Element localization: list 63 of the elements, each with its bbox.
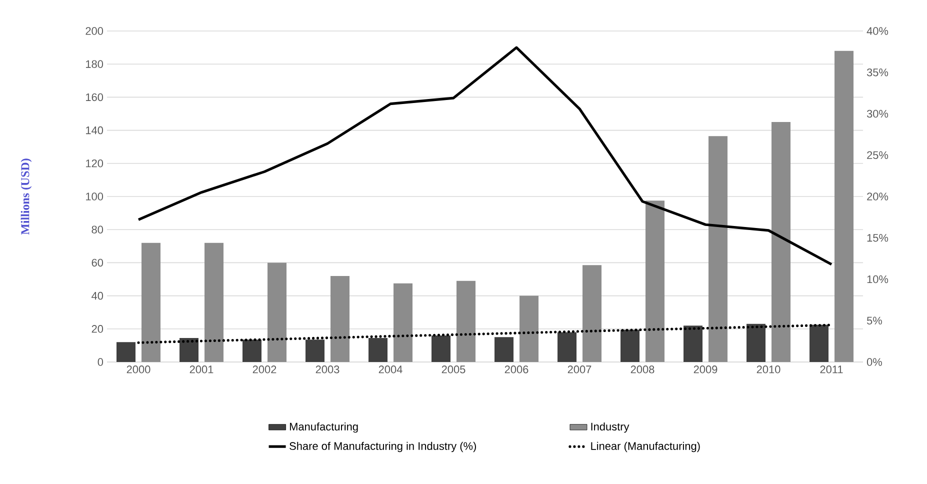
bar [432,336,451,362]
y-tick-label: 20 [92,325,104,333]
line-series [137,46,833,266]
bar [708,136,728,362]
bar [772,122,791,362]
legend-label: Linear (Manufacturing) [591,442,700,452]
bar [268,262,287,362]
bar [116,342,136,362]
y2-tick-label: 35% [866,68,888,76]
bar [746,324,766,362]
bar [204,242,224,362]
y2-tick-label: 15% [867,234,888,242]
y-tick-label: 160 [86,93,104,102]
y-tick-label: 100 [86,192,104,200]
y2-tick-label: 10% [867,275,888,284]
bar [494,337,514,362]
y2-tick-label: 30% [866,110,888,118]
bar [810,324,829,362]
x-tick-label: 2000 [126,366,150,374]
y-tick-label: 0 [98,358,104,366]
y-tick-label: 40 [92,292,104,300]
y-tick-label: 80 [92,226,104,234]
legend-label: Industry [591,422,630,433]
y2-tick-label: 20% [867,192,888,200]
bar [646,200,665,362]
bar [306,340,325,362]
x-tick-label: 2004 [378,366,402,374]
x-tick-label: 2003 [316,366,340,374]
x-tick-label: 2005 [442,366,466,374]
x-tick-label: 2002 [252,366,276,374]
y2-tick-label: 25% [867,151,888,160]
bar [456,280,476,362]
x-tick-label: 2001 [190,366,214,374]
y-tick-label: 180 [86,60,104,68]
legend-label: Manufacturing [290,422,358,433]
bar [330,276,350,362]
line-series [137,324,833,344]
y2-tick-label: 40% [866,27,888,35]
bar [558,332,577,362]
x-tick-label: 2007 [568,366,592,374]
x-tick-label: 2009 [694,366,718,374]
bar [242,340,262,362]
y2-tick-label: 0% [866,358,882,366]
bar [582,265,602,362]
bar [834,50,854,362]
y-tick-label: 120 [86,160,104,168]
y-tick-label: 200 [86,27,104,35]
x-tick-label: 2010 [756,366,780,374]
y-axis-title: Millions (USD) [20,158,32,235]
bar [684,326,703,362]
y2-tick-label: 5% [866,316,882,324]
x-tick-label: 2011 [820,366,843,374]
bar [620,330,640,362]
x-tick-label: 2008 [630,366,654,374]
bar [520,296,539,362]
legend-label: Share of Manufacturing in Industry (%) [290,442,476,452]
y-tick-label: 140 [86,126,104,134]
y-tick-label: 60 [92,258,104,267]
bar [180,338,198,362]
x-tick-label: 2006 [504,366,528,374]
bar [394,283,413,362]
bar [368,338,388,362]
bar [142,242,160,362]
